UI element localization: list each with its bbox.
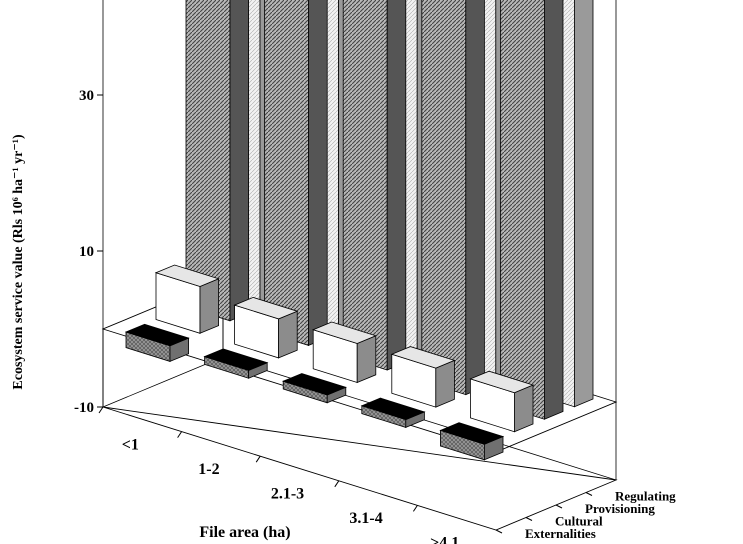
series-label: Provisioning: [585, 501, 655, 516]
bar-externalities-0: [124, 323, 190, 362]
bar-provisioning-3: [421, 0, 485, 396]
bar-externalities-3: [360, 397, 426, 428]
bar-externalities-1: [203, 348, 269, 379]
bar-cultural-0: [154, 264, 220, 334]
x-axis-label: File area (ha): [199, 524, 290, 541]
bar-cultural-4: [469, 370, 535, 433]
left-wall: [102, 0, 224, 408]
x-tick-label: 2.1-3: [271, 486, 304, 503]
y-axis: 70503010-10: [74, 88, 103, 416]
bar-provisioning-1: [264, 0, 328, 346]
y-tick-label: 30: [79, 88, 94, 104]
x-tick-label: 3.1-4: [349, 510, 382, 527]
bar-externalities-4: [439, 422, 505, 461]
series-label: Externalities: [525, 526, 596, 541]
bar-cultural-1: [233, 296, 299, 359]
depth-axis-series: ExternalitiesCulturalProvisioningRegulat…: [495, 488, 676, 541]
series-label: Regulating: [615, 488, 676, 503]
bar-cultural-3: [390, 346, 456, 408]
y-tick-label: 10: [79, 244, 94, 260]
y-axis-label: Ecosystem service value (Rls 10⁶ ha⁻¹ yr…: [11, 134, 26, 390]
bar-cultural-2: [312, 321, 377, 384]
x-axis-categories: <1 1-2 2.1-3 3.1-4 >4.1: [98, 406, 459, 544]
bar-provisioning-2: [342, 0, 407, 371]
bar-externalities-2: [282, 373, 347, 404]
x-tick-label: >4.1: [430, 535, 459, 544]
bar-provisioning-4: [499, 0, 564, 420]
bars: [124, 0, 594, 461]
y-tick-label: -10: [74, 400, 94, 416]
x-tick-label: 1-2: [198, 461, 219, 478]
x-tick-label: <1: [122, 436, 139, 453]
series-label: Cultural: [555, 513, 603, 528]
bar-provisioning-0: [185, 0, 250, 322]
